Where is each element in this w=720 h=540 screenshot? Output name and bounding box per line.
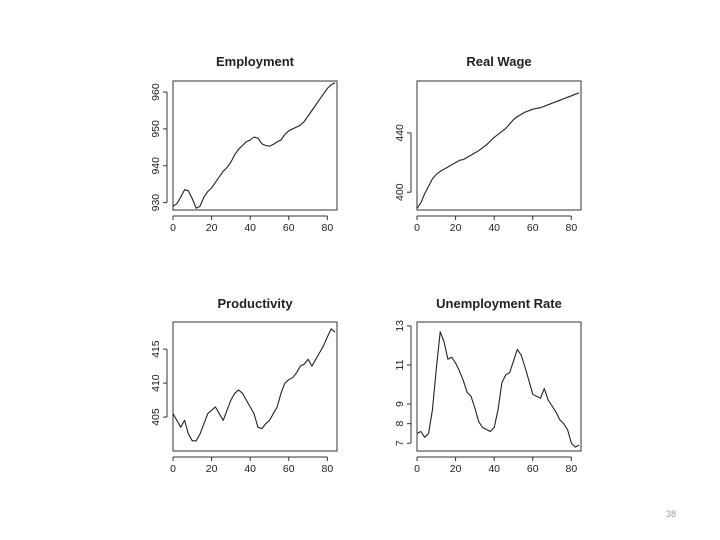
y-tick-label: 11 [394,359,406,370]
series-line [416,92,580,209]
x-tick-label: 80 [322,222,334,234]
plot-frame [416,321,582,452]
y-tick-label: 405 [150,408,162,426]
x-tick-label: 20 [206,222,218,234]
y-tick-label: 960 [150,83,162,101]
y-tick-label: 415 [150,340,162,358]
chart-panel-2: Real Wage 0 20 40 60 80 400 440 [394,54,582,234]
series-line [172,82,336,209]
x-tick-label: 40 [244,222,256,234]
plot-frame [172,321,338,452]
chart-title: Productivity [217,296,293,311]
x-tick-label: 0 [414,463,420,475]
series-line [172,328,336,442]
x-tick-label: 80 [322,463,334,475]
y-tick-label: 940 [150,157,162,175]
chart-title: Unemployment Rate [436,296,562,311]
x-tick-label: 60 [283,222,295,234]
y-tick-label: 7 [394,440,406,446]
x-tick-label: 0 [170,222,176,234]
y-tick-label: 8 [394,421,406,427]
x-tick-label: 40 [488,463,500,475]
x-tick-label: 40 [488,222,500,234]
y-tick-label: 9 [394,401,406,407]
y-tick-label: 950 [150,120,162,138]
x-tick-label: 20 [450,222,462,234]
x-tick-label: 0 [414,222,420,234]
x-tick-label: 20 [450,463,462,475]
y-tick-label: 930 [150,194,162,212]
x-tick-label: 60 [527,222,539,234]
chart-title: Real Wage [466,54,531,69]
y-tick-label: 13 [394,320,406,332]
x-tick-label: 0 [170,463,176,475]
x-tick-label: 40 [244,463,256,475]
x-tick-label: 20 [206,463,218,475]
plot-frame [172,80,338,211]
series-line [416,331,580,448]
y-tick-label: 410 [150,374,162,392]
chart-panel-3: Productivity 0 20 40 60 80 405 410 415 [150,296,338,475]
y-tick-label: 440 [394,124,406,142]
x-tick-label: 60 [527,463,539,475]
page-number: 38 [665,509,676,519]
plot-frame [416,80,582,211]
x-tick-label: 60 [283,463,295,475]
chart-title: Employment [216,54,295,69]
x-tick-label: 80 [566,463,578,475]
chart-panel-4: Unemployment Rate 0 20 40 60 80 7 8 9 11 13 [394,296,582,475]
y-tick-label: 400 [394,183,406,201]
chart-panel-1: Employment 0 20 40 60 80 930 940 950 960 [150,54,338,234]
x-tick-label: 80 [566,222,578,234]
